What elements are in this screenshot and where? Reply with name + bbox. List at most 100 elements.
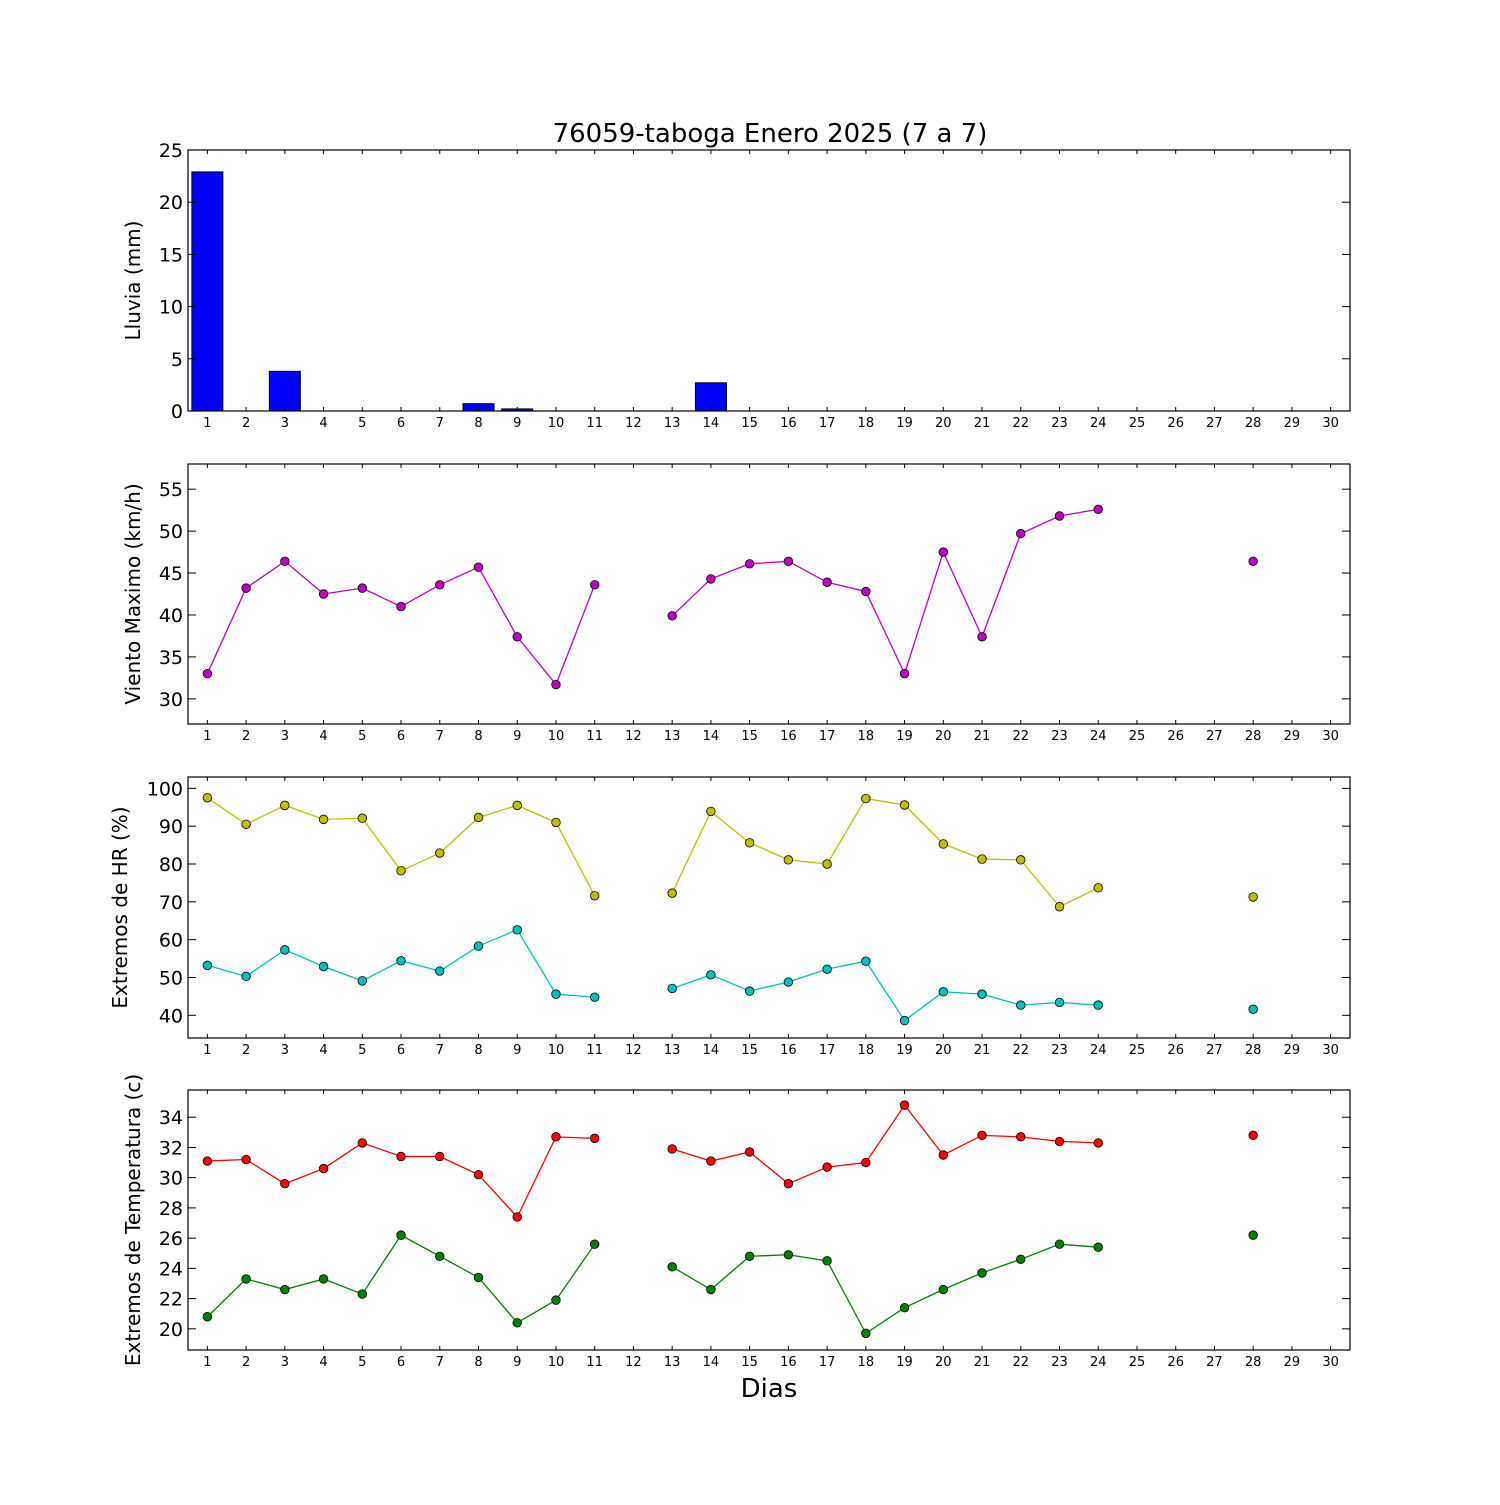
wind-series-0-point-day-9 xyxy=(512,632,522,642)
temperature-series-1-point-day-23 xyxy=(1054,1239,1065,1249)
temperature-series-0-point-day-18 xyxy=(861,1157,871,1168)
humidity-series-0-point-day-2 xyxy=(241,819,251,829)
wind-xtick-label-23: 23 xyxy=(1051,729,1068,744)
humidity-xtick-label-14: 14 xyxy=(703,1043,720,1058)
wind-series-0-point-day-5 xyxy=(357,583,368,593)
temperature-series-0-point-day-15 xyxy=(744,1147,755,1157)
humidity-series-0-point-day-3 xyxy=(280,800,290,811)
rain-xtick-label-4: 4 xyxy=(319,416,327,431)
temperature-xtick-label-21: 21 xyxy=(974,1355,991,1370)
temperature-xtick-label-1: 1 xyxy=(203,1355,211,1370)
humidity-xtick-label-18: 18 xyxy=(858,1043,875,1058)
wind-plot-frame xyxy=(187,463,1351,725)
rain-xtick-label-1: 1 xyxy=(203,416,211,431)
humidity-series-0-point-day-18 xyxy=(861,793,871,804)
humidity-ytick-label-90: 90 xyxy=(159,816,183,838)
humidity-xtick-label-12: 12 xyxy=(625,1043,642,1058)
humidity-series-0-point-day-6 xyxy=(396,866,406,876)
humidity-series-1-point-day-3 xyxy=(280,945,290,955)
temperature-series-1-point-day-16 xyxy=(783,1250,794,1260)
humidity-series-1-point-day-13 xyxy=(667,983,677,994)
humidity-ytick-label-100: 100 xyxy=(147,778,183,800)
humidity-series-1-point-day-5 xyxy=(357,976,368,986)
humidity-series-1-point-day-22 xyxy=(1016,1000,1026,1010)
rain-ytick-label-20: 20 xyxy=(159,192,183,214)
wind-series-0-point-day-21 xyxy=(977,632,987,642)
wind-xtick-label-21: 21 xyxy=(974,729,991,744)
temperature-series-1-point-day-19 xyxy=(899,1302,910,1313)
humidity-series-1-point-day-7 xyxy=(435,966,445,976)
wind-ytick-label-45: 45 xyxy=(159,563,183,585)
humidity-panel: 1 2 3 4 5 6 7 8 9 10 11 12 13 14 15 16 17 18 19 20 21 22 23 24 2… xyxy=(108,776,1351,1058)
wind-xtick-label-2: 2 xyxy=(242,729,250,744)
wind-series-0-point-day-6 xyxy=(396,601,406,612)
wind-xtick-label-25: 25 xyxy=(1129,729,1146,744)
humidity-series-1-point-day-18 xyxy=(861,956,871,966)
wind-ytick-label-35: 35 xyxy=(159,647,183,669)
humidity-xtick-label-3: 3 xyxy=(281,1043,289,1058)
rain-xtick-label-18: 18 xyxy=(858,416,875,431)
humidity-series-0-point-day-4 xyxy=(318,814,329,825)
wind-xtick-label-7: 7 xyxy=(436,729,444,744)
temperature-ytick-label-34: 34 xyxy=(159,1107,183,1129)
temperature-series-1-point-day-10 xyxy=(551,1295,561,1305)
temperature-xtick-label-23: 23 xyxy=(1051,1355,1068,1370)
wind-xtick-label-22: 22 xyxy=(1012,729,1029,744)
rain-xtick-label-23: 23 xyxy=(1051,416,1068,431)
temperature-ytick-label-32: 32 xyxy=(159,1137,183,1159)
rain-panel: 1 2 3 4 5 6 7 8 9 10 11 12 13 14 15 16 17 18 19 20 21 22 23 24 2… xyxy=(121,140,1351,431)
wind-xtick-label-6: 6 xyxy=(397,729,405,744)
temperature-series-0-point-day-17 xyxy=(822,1162,832,1172)
rain-xtick-label-22: 22 xyxy=(1012,416,1029,431)
rain-xtick-label-12: 12 xyxy=(625,416,642,431)
rain-xtick-label-30: 30 xyxy=(1322,416,1339,431)
temperature-ytick-label-30: 30 xyxy=(159,1168,183,1190)
temperature-xtick-label-26: 26 xyxy=(1167,1355,1184,1370)
wind-series-0-line-1 xyxy=(671,508,1099,676)
wind-xtick-label-19: 19 xyxy=(896,729,913,744)
humidity-series-1-point-day-17 xyxy=(822,964,832,974)
wind-series-0-point-day-15 xyxy=(744,559,755,569)
humidity-xtick-label-21: 21 xyxy=(974,1043,991,1058)
temperature-xtick-label-14: 14 xyxy=(703,1355,720,1370)
humidity-xtick-label-9: 9 xyxy=(513,1043,521,1058)
humidity-xtick-label-8: 8 xyxy=(474,1043,482,1058)
humidity-series-1-line-1 xyxy=(671,960,1099,1022)
wind-series-0-point-day-2 xyxy=(241,583,251,593)
humidity-xtick-label-28: 28 xyxy=(1245,1043,1262,1058)
temperature-series-1-point-day-2 xyxy=(241,1274,251,1284)
temperature-xtick-label-13: 13 xyxy=(664,1355,681,1370)
wind-xtick-label-20: 20 xyxy=(935,729,952,744)
humidity-ytick-label-40: 40 xyxy=(159,1005,183,1027)
humidity-ytick-label-50: 50 xyxy=(159,967,183,989)
rain-y-axis-label: Lluvia (mm) xyxy=(121,221,145,341)
rain-xtick-label-27: 27 xyxy=(1206,416,1223,431)
temperature-series-0-point-day-2 xyxy=(241,1154,251,1165)
humidity-xtick-label-2: 2 xyxy=(242,1043,250,1058)
wind-xtick-label-30: 30 xyxy=(1322,729,1339,744)
temperature-series-1-point-day-8 xyxy=(473,1272,484,1283)
temperature-series-0-point-day-10 xyxy=(551,1132,561,1142)
rain-plot-frame xyxy=(187,149,1351,412)
temperature-xtick-label-25: 25 xyxy=(1129,1355,1146,1370)
temperature-series-0-point-day-13 xyxy=(667,1144,677,1154)
humidity-xtick-label-26: 26 xyxy=(1167,1043,1184,1058)
temperature-series-0-point-day-14 xyxy=(706,1156,716,1166)
rain-ytick-label-25: 25 xyxy=(159,140,183,162)
temperature-series-0-line-1 xyxy=(671,1104,1099,1185)
humidity-series-1-point-day-21 xyxy=(977,989,987,999)
humidity-series-1-point-day-9 xyxy=(512,925,522,935)
temperature-series-0-point-day-3 xyxy=(280,1179,290,1189)
temperature-series-0-point-day-21 xyxy=(977,1130,987,1141)
wind-xtick-label-12: 12 xyxy=(625,729,642,744)
temperature-series-1-point-day-9 xyxy=(512,1318,522,1328)
temperature-series-1-point-day-5 xyxy=(357,1289,368,1299)
rain-xtick-label-16: 16 xyxy=(780,416,797,431)
humidity-series-0-point-day-19 xyxy=(899,800,910,810)
rain-xtick-label-29: 29 xyxy=(1284,416,1301,431)
humidity-series-0-point-day-8 xyxy=(473,812,484,823)
wind-y-axis-label: Viento Maximo (km/h) xyxy=(121,483,145,704)
wind-series-0-point-day-22 xyxy=(1016,528,1026,539)
temperature-series-0-point-day-7 xyxy=(435,1151,445,1162)
